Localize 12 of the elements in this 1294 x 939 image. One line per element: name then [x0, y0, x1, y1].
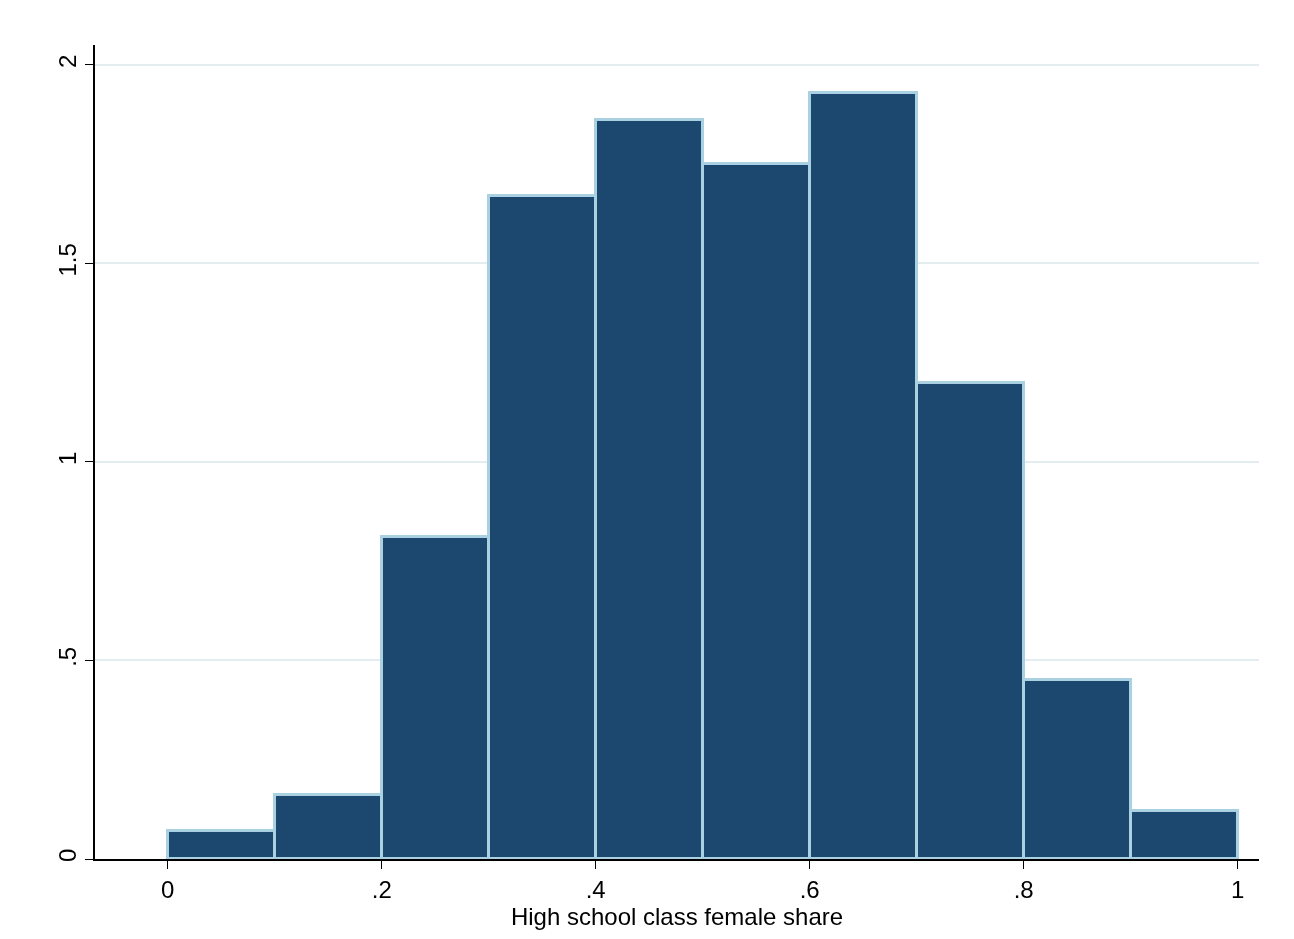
x-tick-label: .8: [1013, 875, 1034, 903]
y-tick-label: .5: [53, 646, 81, 667]
y-tick-label: 0: [53, 848, 81, 863]
x-tick-label: .6: [799, 875, 820, 903]
y-tick-label: 1.5: [53, 243, 81, 277]
x-tick-label: .2: [371, 875, 392, 903]
x-axis-title: High school class female share: [510, 902, 844, 930]
x-tick-label: 0: [161, 875, 175, 903]
y-tick-label: 2: [53, 54, 81, 68]
x-tick-label: 1: [1230, 875, 1245, 903]
x-tick-label: .4: [585, 875, 606, 903]
y-tick-label: 1: [53, 451, 81, 466]
